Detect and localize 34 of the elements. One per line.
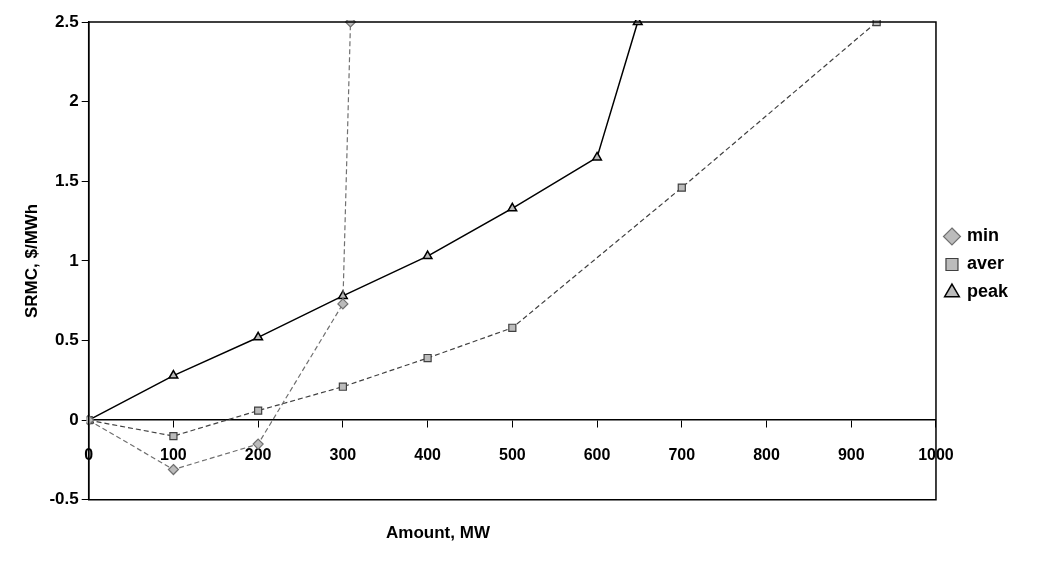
x-axis-title: Amount, MW [385,522,491,544]
x-tick-label: 300 [329,446,357,464]
point [423,353,432,363]
legend-label: peak [966,281,1009,302]
point [337,298,349,310]
point [168,369,179,379]
y-tick-label: 0.5 [55,330,79,350]
y-tick-label: 1 [69,250,79,270]
point [253,331,264,341]
point [167,463,180,476]
x-tick-label: 100 [160,446,187,464]
point [254,406,263,415]
point [677,183,686,192]
y-tick-label: 2 [69,91,79,111]
x-tick-label: 700 [668,446,696,464]
point [507,202,518,212]
y-tick-label: -0.5 [49,489,79,509]
x-tick-label: 400 [414,446,442,464]
x-tick-label: 200 [244,446,272,464]
x-tick-label: 800 [753,446,780,464]
x-tick-label: 600 [583,446,611,464]
y-axis-title: SRMC, $/MWh [21,203,41,319]
y-tick-label: 0 [69,409,79,429]
legend-label: min [966,225,999,246]
y-tick-label: 2.5 [55,11,79,31]
legend-label: aver [966,253,1005,274]
point [169,431,178,441]
point [508,323,517,332]
point [338,382,348,391]
y-tick-label: 1.5 [55,170,79,190]
point [422,250,433,260]
x-tick-label: 500 [498,446,526,464]
x-tick-label: 900 [837,446,865,464]
point [591,151,603,161]
